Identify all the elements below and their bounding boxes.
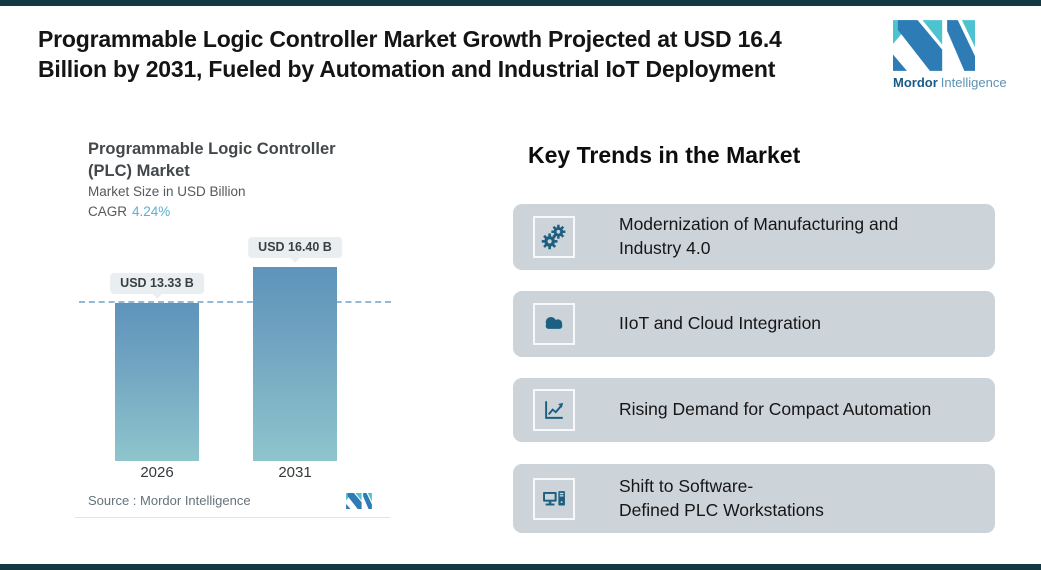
cagr-label: CAGR [88, 204, 128, 219]
gears-icon [541, 224, 566, 250]
bottom-accent-bar [0, 564, 1041, 570]
icon-tile [533, 389, 575, 431]
trend-label: IIoT and Cloud Integration [619, 313, 822, 334]
x-axis-label-2031: 2031 [278, 464, 312, 481]
x-axis-label-2026: 2026 [140, 464, 174, 481]
trend-card-industry40: Modernization of Manufacturing and Indus… [513, 204, 995, 270]
icon-tile [533, 477, 575, 520]
page-title: Programmable Logic Controller Market Gro… [38, 26, 782, 83]
cagr-value: 4.24% [132, 204, 171, 219]
workstation-icon [543, 490, 565, 505]
chart-title: Programmable Logic Controller (PLC) Mark… [88, 140, 336, 181]
brand-wordmark: Mordor Intelligence [893, 75, 1023, 90]
line-chart-icon [545, 401, 564, 419]
bar-2026 [115, 303, 199, 461]
chart-bottom-divider [75, 517, 390, 518]
chart-subtitle: Market Size in USD Billion [88, 184, 246, 199]
mordor-mini-logo-icon [346, 493, 372, 509]
trend-label: Modernization of Manufacturing and Indus… [619, 214, 899, 258]
key-trends-heading: Key Trends in the Market [528, 142, 801, 168]
bar-plot-area: USD 13.33 B USD 16.40 B [79, 235, 391, 461]
source-text: Source : Mordor Intelligence [88, 493, 251, 508]
chart-cagr: CAGR 4.24% [88, 204, 170, 219]
brand-word-light: Intelligence [940, 75, 1007, 90]
reference-dashed-line [79, 301, 391, 303]
source-row: Source : Mordor Intelligence [88, 492, 380, 514]
cloud-icon [545, 317, 563, 329]
icon-tile [533, 303, 575, 345]
bar-value-badge-2026: USD 13.33 B [110, 273, 204, 294]
trend-label: Shift to Software- Defined PLC Workstati… [619, 475, 824, 520]
brand-word-bold: Mordor [893, 75, 938, 90]
trend-card-iiot-cloud: IIoT and Cloud Integration [513, 291, 995, 357]
brand-logo: Mordor Intelligence [893, 20, 1023, 90]
bar-2031 [253, 267, 337, 461]
trend-label: Rising Demand for Compact Automation [619, 399, 932, 420]
bar-value-badge-2031: USD 16.40 B [248, 237, 342, 258]
plc-market-chart: Programmable Logic Controller (PLC) Mark… [75, 120, 391, 520]
mordor-intelligence-logo-icon [893, 20, 975, 71]
trend-card-software-defined-plc: Shift to Software- Defined PLC Workstati… [513, 464, 995, 533]
trend-card-compact-automation: Rising Demand for Compact Automation [513, 378, 995, 442]
top-accent-bar [0, 0, 1041, 6]
icon-tile [533, 216, 575, 258]
